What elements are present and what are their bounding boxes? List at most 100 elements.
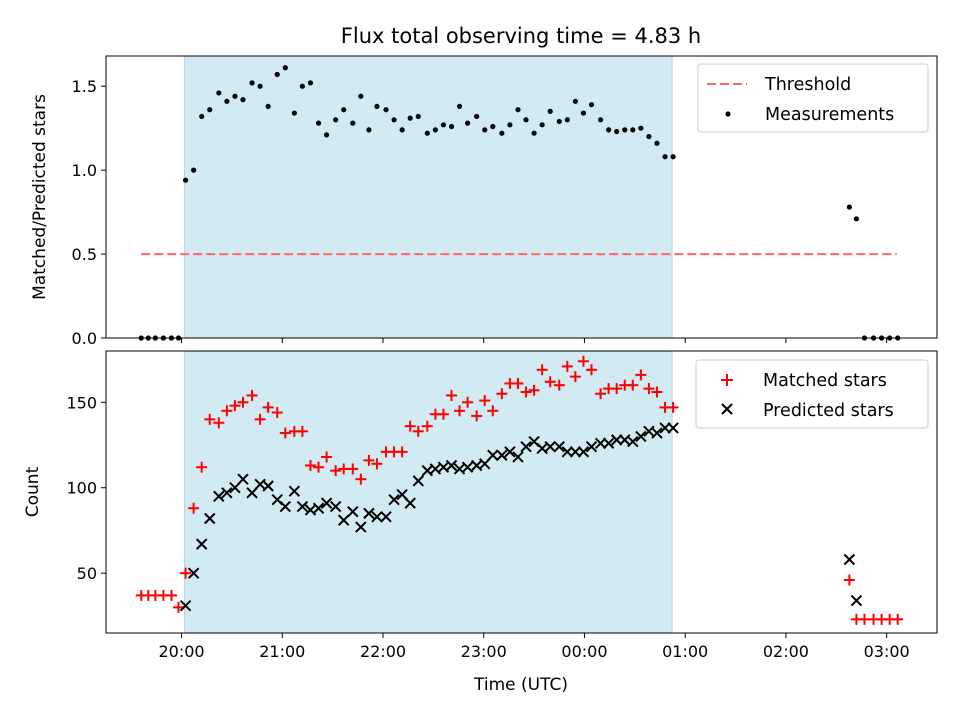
measurement-point	[531, 130, 537, 136]
predicted-star-point	[496, 449, 508, 461]
predicted-star-point	[667, 422, 679, 434]
predicted-star-point	[237, 473, 249, 485]
predicted-star-point	[371, 511, 383, 523]
measurement-point	[547, 108, 553, 114]
x-tick-label: 00:00	[561, 642, 607, 661]
matched-star-point	[528, 384, 540, 396]
matched-star-point	[204, 413, 216, 425]
matched-star-point	[635, 369, 647, 381]
measurement-point	[391, 117, 397, 123]
predicted-star-point	[221, 487, 233, 499]
predicted-star-point	[520, 441, 532, 453]
count-panel: 50 100 150 20:00 21:00 22:00 23:00 00:00 01:00 0…	[23, 350, 938, 695]
matched-star-point	[237, 396, 249, 408]
measurement-point	[515, 107, 521, 113]
measurement-point	[846, 204, 852, 210]
predicted-star-point	[577, 446, 590, 458]
matched-star-point	[188, 502, 200, 514]
measurement-point	[366, 127, 372, 133]
predicted-star-point	[179, 599, 192, 612]
predicted-star-point	[213, 490, 225, 502]
matched-star-point	[553, 379, 565, 391]
measurement-point	[358, 93, 364, 99]
measurement-point	[341, 107, 347, 113]
measurement-point	[440, 122, 447, 128]
matched-star-point	[173, 601, 185, 613]
matched-star-point	[561, 360, 573, 372]
measurement-point	[630, 127, 636, 133]
measurement-point	[199, 113, 205, 120]
matched-star-point	[229, 400, 241, 412]
predicted-star-point	[312, 502, 325, 514]
measurement-point	[315, 120, 322, 126]
matched-star-point	[221, 405, 233, 417]
ratio-plot-frame	[105, 55, 938, 339]
matched-star-point	[512, 377, 524, 389]
predicted-star-point	[187, 567, 200, 579]
matched-star-point	[213, 417, 225, 429]
matched-star-point	[165, 589, 177, 601]
x-tick-label: 22:00	[360, 642, 406, 661]
predicted-star-point	[363, 507, 375, 520]
predicted-star-point	[355, 521, 367, 533]
predicted-star-point	[850, 594, 863, 607]
matched-star-point	[404, 420, 416, 432]
measurement-point	[350, 120, 356, 126]
measurement-point	[249, 80, 255, 86]
measurement-point	[654, 140, 660, 146]
y-tick-label: 50	[77, 564, 97, 583]
matched-star-point	[412, 425, 424, 437]
measurement-point	[182, 177, 189, 183]
predicted-star-point	[320, 497, 333, 509]
measurement-point	[670, 154, 676, 160]
ratio-y-axis-label: Matched/Predicted stars	[30, 94, 50, 300]
chart-title: Flux total observing time = 4.83 h	[341, 24, 701, 48]
legend-threshold-label: Threshold	[764, 75, 851, 95]
measurement-point	[448, 123, 455, 130]
measurement-point	[224, 98, 230, 104]
matched-star-point	[313, 461, 325, 473]
matched-star-point	[196, 461, 208, 473]
count-y-axis-label: Count	[23, 466, 43, 517]
measurement-point	[307, 80, 314, 86]
predicted-star-point	[296, 500, 309, 513]
legend-predicted-swatch	[721, 403, 733, 415]
measurement-point	[240, 97, 246, 103]
matched-star-point	[347, 463, 359, 475]
count-legend: Matched stars Predicted stars	[695, 359, 929, 429]
matched-star-point	[396, 446, 408, 458]
matched-star-point	[651, 386, 663, 398]
predicted-star-point	[412, 475, 424, 487]
measurement-point	[638, 125, 644, 131]
legend-measurements-swatch	[725, 111, 731, 117]
measurement-point	[383, 107, 389, 113]
matched-star-point	[520, 386, 532, 398]
matched-star-point	[262, 401, 274, 413]
predicted-star-point	[204, 512, 216, 525]
measurement-point	[374, 103, 380, 109]
measurement-point	[407, 115, 413, 121]
measurement-point	[572, 98, 578, 104]
predicted-star-point	[380, 511, 392, 523]
measurement-point	[507, 122, 513, 128]
matched-star-point	[479, 395, 491, 407]
x-tick-label: 23:00	[461, 642, 507, 661]
matched-star-point	[611, 383, 623, 395]
legend-matched-swatch	[721, 374, 733, 386]
measurement-point	[588, 102, 595, 108]
measurement-point	[291, 110, 297, 116]
matched-star-point	[371, 458, 383, 470]
matched-star-point	[586, 364, 598, 376]
measurement-point	[399, 127, 405, 133]
matched-star-point	[627, 379, 639, 391]
matched-star-point	[595, 388, 607, 400]
matched-star-point	[471, 410, 483, 422]
measurement-point	[646, 133, 652, 140]
matched-star-point	[569, 371, 581, 383]
matched-star-point	[321, 451, 333, 463]
predicted-star-point	[329, 500, 342, 513]
measurement-point	[614, 128, 620, 135]
predicted-star-point	[651, 427, 663, 439]
predicted-star-point	[461, 461, 474, 473]
predicted-star-point	[602, 437, 615, 449]
